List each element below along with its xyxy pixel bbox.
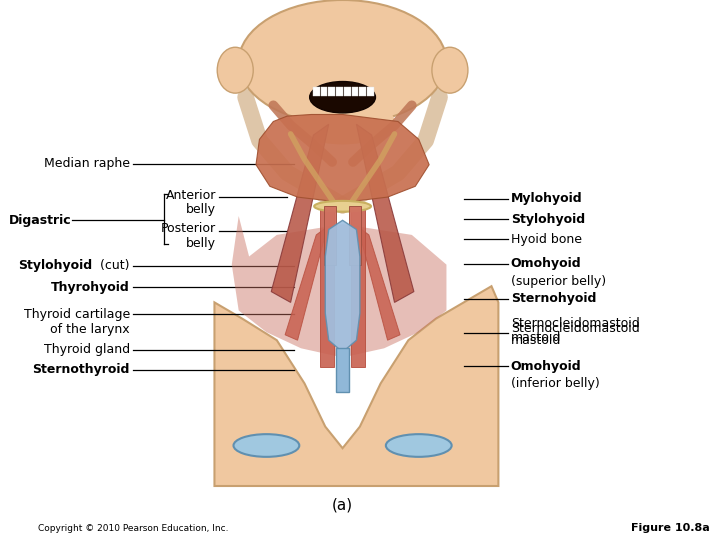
Text: Sternohyoid: Sternohyoid	[511, 292, 596, 305]
Bar	[367, 87, 374, 96]
Ellipse shape	[239, 0, 446, 124]
Text: (superior belly): (superior belly)	[511, 275, 606, 288]
Bar	[320, 87, 328, 96]
Polygon shape	[320, 206, 334, 367]
Polygon shape	[348, 206, 361, 265]
Bar	[336, 348, 349, 392]
Text: Stylohyoid: Stylohyoid	[18, 259, 92, 272]
Text: Omohyoid: Omohyoid	[511, 360, 582, 373]
Bar	[336, 87, 343, 96]
Text: Digastric: Digastric	[9, 214, 71, 227]
Text: of the larynx: of the larynx	[50, 323, 130, 336]
Polygon shape	[271, 124, 329, 302]
Text: belly: belly	[186, 237, 216, 250]
Polygon shape	[324, 206, 336, 265]
Bar	[359, 87, 366, 96]
Text: Figure 10.8a: Figure 10.8a	[631, 523, 710, 533]
Polygon shape	[285, 227, 328, 340]
Text: Anterior: Anterior	[166, 189, 216, 202]
Polygon shape	[358, 227, 400, 340]
Text: Stylohyoid: Stylohyoid	[511, 213, 585, 226]
Bar	[351, 87, 359, 96]
Text: Mylohyoid: Mylohyoid	[511, 192, 582, 205]
Text: belly: belly	[186, 203, 216, 216]
Text: (cut): (cut)	[96, 259, 130, 272]
Text: Thyrohyoid: Thyrohyoid	[51, 281, 130, 294]
Bar	[312, 87, 320, 96]
Bar	[328, 87, 336, 96]
Ellipse shape	[310, 82, 375, 113]
Text: Posterior: Posterior	[161, 222, 216, 235]
Text: Sternothyroid: Sternothyroid	[32, 363, 130, 376]
Text: mastoid: mastoid	[511, 334, 561, 347]
Text: Hyoid bone: Hyoid bone	[511, 233, 582, 246]
Ellipse shape	[233, 434, 300, 457]
Bar	[344, 87, 351, 96]
Ellipse shape	[386, 434, 451, 457]
Polygon shape	[351, 206, 365, 367]
Text: Omohyoid: Omohyoid	[511, 257, 582, 270]
Ellipse shape	[291, 98, 395, 144]
Text: Median raphe: Median raphe	[44, 157, 130, 170]
Text: Thyroid cartilage: Thyroid cartilage	[24, 308, 130, 321]
Ellipse shape	[432, 47, 468, 93]
Ellipse shape	[314, 201, 371, 212]
Polygon shape	[232, 216, 446, 357]
Text: Copyright © 2010 Pearson Education, Inc.: Copyright © 2010 Pearson Education, Inc.	[38, 524, 228, 532]
Text: Sternocleidomastoid: Sternocleidomastoid	[511, 322, 639, 335]
Polygon shape	[325, 220, 360, 352]
Ellipse shape	[217, 47, 253, 93]
Text: Sternocleidomastoid: Sternocleidomastoid	[511, 317, 639, 330]
Text: mastoid: mastoid	[511, 331, 561, 344]
Polygon shape	[256, 114, 429, 202]
Polygon shape	[356, 124, 414, 302]
Text: (a): (a)	[332, 497, 353, 512]
Text: (inferior belly): (inferior belly)	[511, 377, 600, 390]
Polygon shape	[215, 286, 498, 486]
Text: Thyroid gland: Thyroid gland	[44, 343, 130, 356]
